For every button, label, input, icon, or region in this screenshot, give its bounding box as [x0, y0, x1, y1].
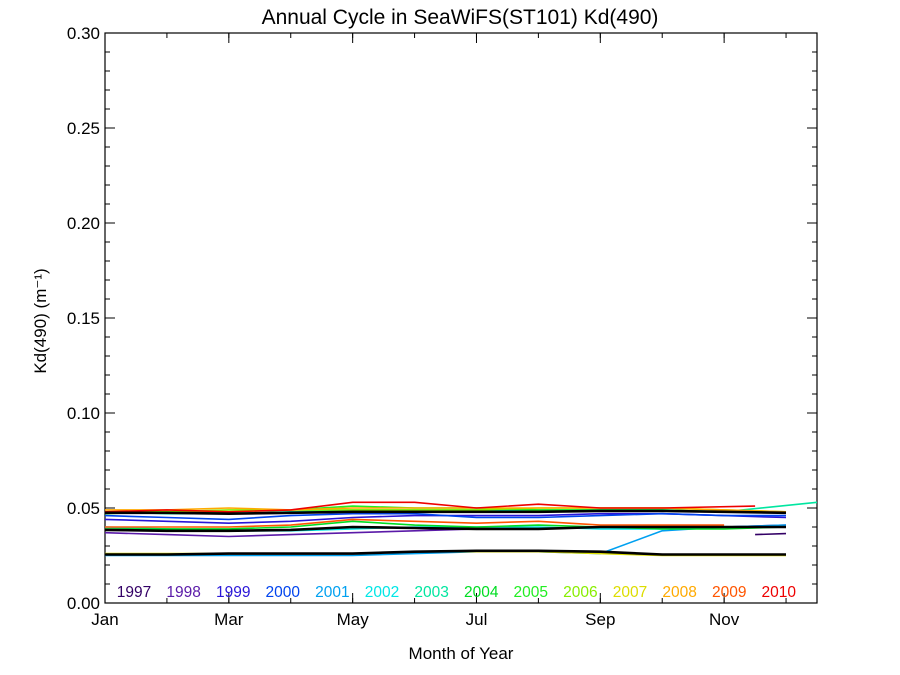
legend-label-2006: 2006 — [563, 584, 597, 601]
y-axis: 0.00 0.05 0.10 0.15 0.20 0.25 0.30 — [67, 24, 817, 613]
x-tick-label: Mar — [214, 610, 244, 629]
series-line-1997 — [755, 532, 787, 536]
legend-label-1999: 1999 — [216, 584, 250, 601]
legend-label-2000: 2000 — [266, 584, 301, 601]
y-tick-label: 0.15 — [67, 309, 100, 328]
legend: 1997 1998 1999 2000 2001 2002 2003 2004 2005 2006… — [117, 584, 797, 601]
series-lines — [104, 501, 818, 557]
legend-label-2002: 2002 — [365, 584, 399, 601]
x-tick-label: Nov — [709, 610, 740, 629]
legend-label-1998: 1998 — [166, 584, 200, 601]
y-tick-label: 0.00 — [67, 594, 100, 613]
legend-label-2003: 2003 — [414, 584, 448, 601]
legend-label-2009: 2009 — [712, 584, 746, 601]
legend-label-2008: 2008 — [662, 584, 696, 601]
chart-title: Annual Cycle in SeaWiFS(ST101) Kd(490) — [262, 6, 659, 29]
y-axis-label: Kd(490) (m⁻¹) — [31, 268, 50, 373]
y-tick-label: 0.05 — [67, 499, 100, 518]
mean-line — [105, 549, 786, 556]
x-tick-label: May — [337, 610, 370, 629]
y-tick-label: 0.25 — [67, 119, 100, 138]
legend-label-1997: 1997 — [117, 584, 151, 601]
x-tick-label: Jul — [466, 610, 488, 629]
plot-frame — [104, 32, 818, 604]
series-line-2000 — [104, 512, 786, 521]
series-line-2009 — [105, 518, 725, 528]
series-line-2010 — [104, 501, 756, 513]
y-tick-label: 0.30 — [67, 24, 100, 43]
x-tick-label: Sep — [585, 610, 615, 629]
mean-line — [105, 509, 787, 516]
y-tick-label: 0.10 — [67, 404, 100, 423]
x-axis: Jan Mar May Jul Sep Nov — [91, 33, 787, 629]
x-tick-label: Jan — [91, 610, 118, 629]
y-tick-label: 0.20 — [67, 214, 100, 233]
legend-label-2004: 2004 — [464, 584, 499, 601]
mean-line — [104, 525, 786, 533]
legend-label-2007: 2007 — [613, 584, 647, 601]
legend-label-2005: 2005 — [514, 584, 548, 601]
legend-label-2001: 2001 — [315, 584, 349, 601]
series-line-2004 — [105, 520, 787, 530]
series-line-2001 — [105, 524, 787, 557]
legend-label-2010: 2010 — [762, 584, 797, 601]
x-axis-label: Month of Year — [409, 644, 514, 663]
